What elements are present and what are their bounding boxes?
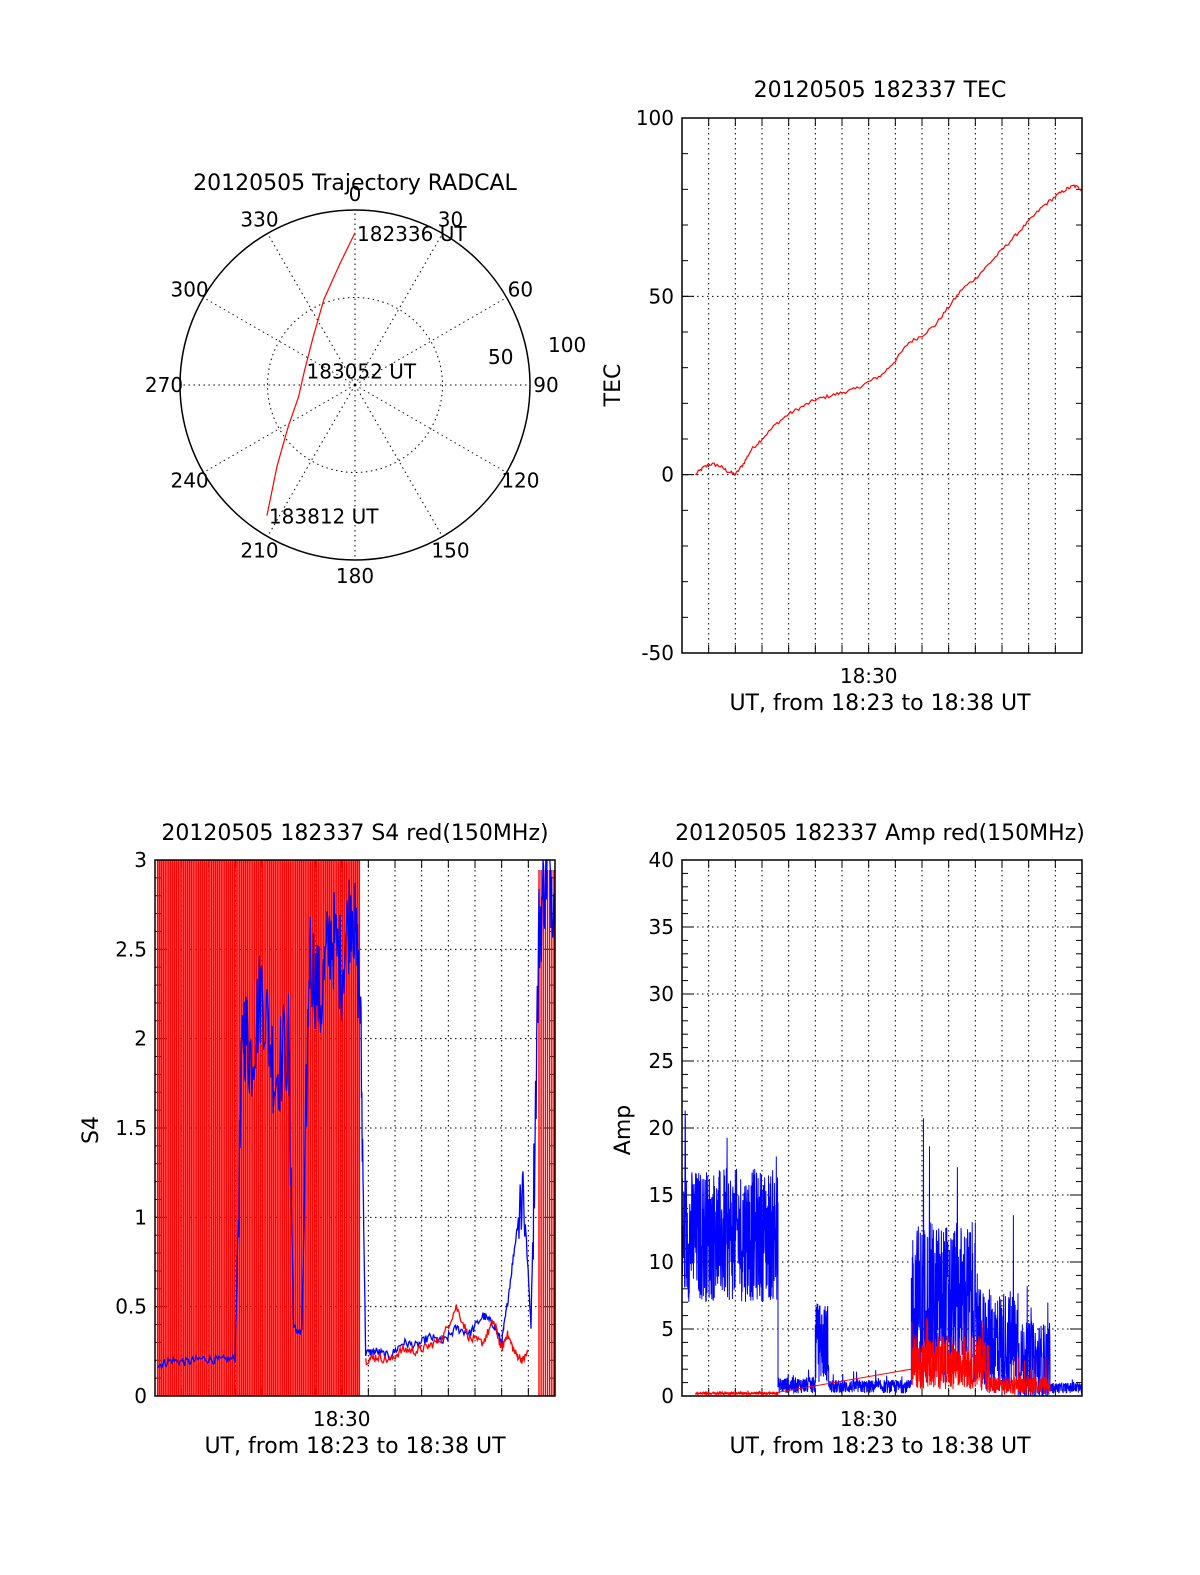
s4-panel: 20120505 182337 S4 red(150MHz) 0 0.5 1 1.5 2… <box>79 821 556 1459</box>
polar-angle-label: 210 <box>240 538 278 562</box>
y-tick-label: 5 <box>661 1317 674 1341</box>
polar-angle-label: 150 <box>431 538 469 562</box>
amp-red-line <box>694 1318 1051 1397</box>
polar-spoke <box>354 384 507 473</box>
trajectory-time-label: 182336 UT <box>357 222 467 246</box>
polar-grid-circle-50 <box>267 297 443 473</box>
trajectory-title: 20120505 Trajectory RADCAL <box>193 171 517 196</box>
tec-tick-labels: -50 0 50 100 18:30 <box>636 106 898 688</box>
polar-angle-label: 90 <box>533 373 558 397</box>
tec-series-group <box>695 184 1083 476</box>
polar-angle-label: 120 <box>501 469 539 493</box>
s4-title: 20120505 182337 S4 red(150MHz) <box>161 821 548 846</box>
amp-title: 20120505 182337 Amp red(150MHz) <box>675 821 1085 846</box>
polar-spoke <box>267 233 356 386</box>
y-tick-label: 35 <box>649 915 674 939</box>
amp-xlabel: UT, from 18:23 to 18:38 UT <box>729 1434 1031 1459</box>
y-tick-label: 10 <box>649 1250 674 1274</box>
y-tick-label: 100 <box>636 106 674 130</box>
tec-title: 20120505 182337 TEC <box>754 78 1007 103</box>
polar-angle-label: 300 <box>170 278 208 302</box>
tec-plot-frame <box>681 117 1083 654</box>
y-tick-label: 0 <box>661 463 674 487</box>
s4-series-group <box>156 859 556 1396</box>
y-tick-label: 50 <box>649 284 674 308</box>
y-tick-label: 0.5 <box>115 1295 147 1319</box>
y-tick-label: 1.5 <box>115 1116 147 1140</box>
trajectory-time-label: 183052 UT <box>307 360 417 384</box>
trajectory-annotations: 182336 UT 183052 UT 183812 UT <box>269 222 467 529</box>
polar-grid <box>180 210 530 560</box>
polar-angle-label: 30 <box>438 208 463 232</box>
polar-angle-label: 180 <box>336 564 374 588</box>
radial-label-100: 100 <box>548 333 586 357</box>
s4-plot-frame <box>154 859 556 1397</box>
x-tick-label: 18:30 <box>840 1407 898 1431</box>
polar-outer-ring <box>179 209 531 561</box>
s4-tick-labels: 0 0.5 1 1.5 2 2.5 3 18:30 <box>115 848 370 1431</box>
x-tick-label: 18:30 <box>313 1407 371 1431</box>
polar-spoke <box>203 384 356 473</box>
polar-angle-label: 330 <box>240 208 278 232</box>
y-tick-label: 30 <box>649 982 674 1006</box>
polar-spoke <box>354 384 443 537</box>
trajectory-time-label: 183812 UT <box>269 505 379 529</box>
tec-xlabel: UT, from 18:23 to 18:38 UT <box>729 691 1031 716</box>
amp-tick-labels: 0 5 10 15 20 25 30 35 40 18:30 <box>649 848 898 1431</box>
tec-line <box>695 184 1083 476</box>
y-tick-label: 2.5 <box>115 937 147 961</box>
polar-spoke <box>354 233 443 386</box>
polar-angle-labels: 0 30 60 90 120 150 180 210 240 270 300 330 <box>145 182 559 588</box>
polar-angle-label: 60 <box>508 278 533 302</box>
polar-angle-label: 270 <box>145 373 183 397</box>
amp-series-group <box>681 1110 1083 1397</box>
trajectory-line <box>266 232 356 516</box>
amp-ylabel: Amp <box>611 1105 636 1155</box>
amp-blue-line <box>681 1110 1083 1397</box>
trajectory-line-group <box>266 232 356 516</box>
s4-xlabel: UT, from 18:23 to 18:38 UT <box>204 1434 506 1459</box>
trajectory-polar-panel: 20120505 Trajectory RADCAL 0 30 60 90 120 150… <box>145 171 586 588</box>
amp-plot-frame <box>681 859 1083 1397</box>
s4-blue-line <box>157 859 556 1371</box>
x-tick-label: 18:30 <box>840 664 898 688</box>
y-tick-label: 15 <box>649 1183 674 1207</box>
tec-panel: 20120505 182337 TEC -50 0 50 100 18:30 TEC U… <box>601 78 1083 716</box>
y-tick-label: 40 <box>649 848 674 872</box>
polar-spoke <box>203 297 356 386</box>
y-tick-label: -50 <box>641 641 674 665</box>
y-tick-label: 0 <box>134 1384 147 1408</box>
amp-panel: 20120505 182337 Amp red(150MHz) 0 5 10 15 20… <box>611 821 1085 1459</box>
s4-ylabel: S4 <box>79 1116 104 1144</box>
y-tick-label: 3 <box>134 848 147 872</box>
polar-spoke <box>267 384 356 537</box>
polar-spoke <box>354 297 507 386</box>
tec-ylabel: TEC <box>601 364 626 408</box>
radial-label-50: 50 <box>488 345 513 369</box>
y-tick-label: 0 <box>661 1384 674 1408</box>
y-tick-label: 1 <box>134 1205 147 1229</box>
y-tick-label: 25 <box>649 1049 674 1073</box>
polar-angle-label: 240 <box>170 469 208 493</box>
y-tick-label: 2 <box>134 1027 147 1051</box>
polar-angle-label: 0 <box>349 182 362 206</box>
y-tick-label: 20 <box>649 1116 674 1140</box>
s4-red-line <box>365 1304 529 1366</box>
